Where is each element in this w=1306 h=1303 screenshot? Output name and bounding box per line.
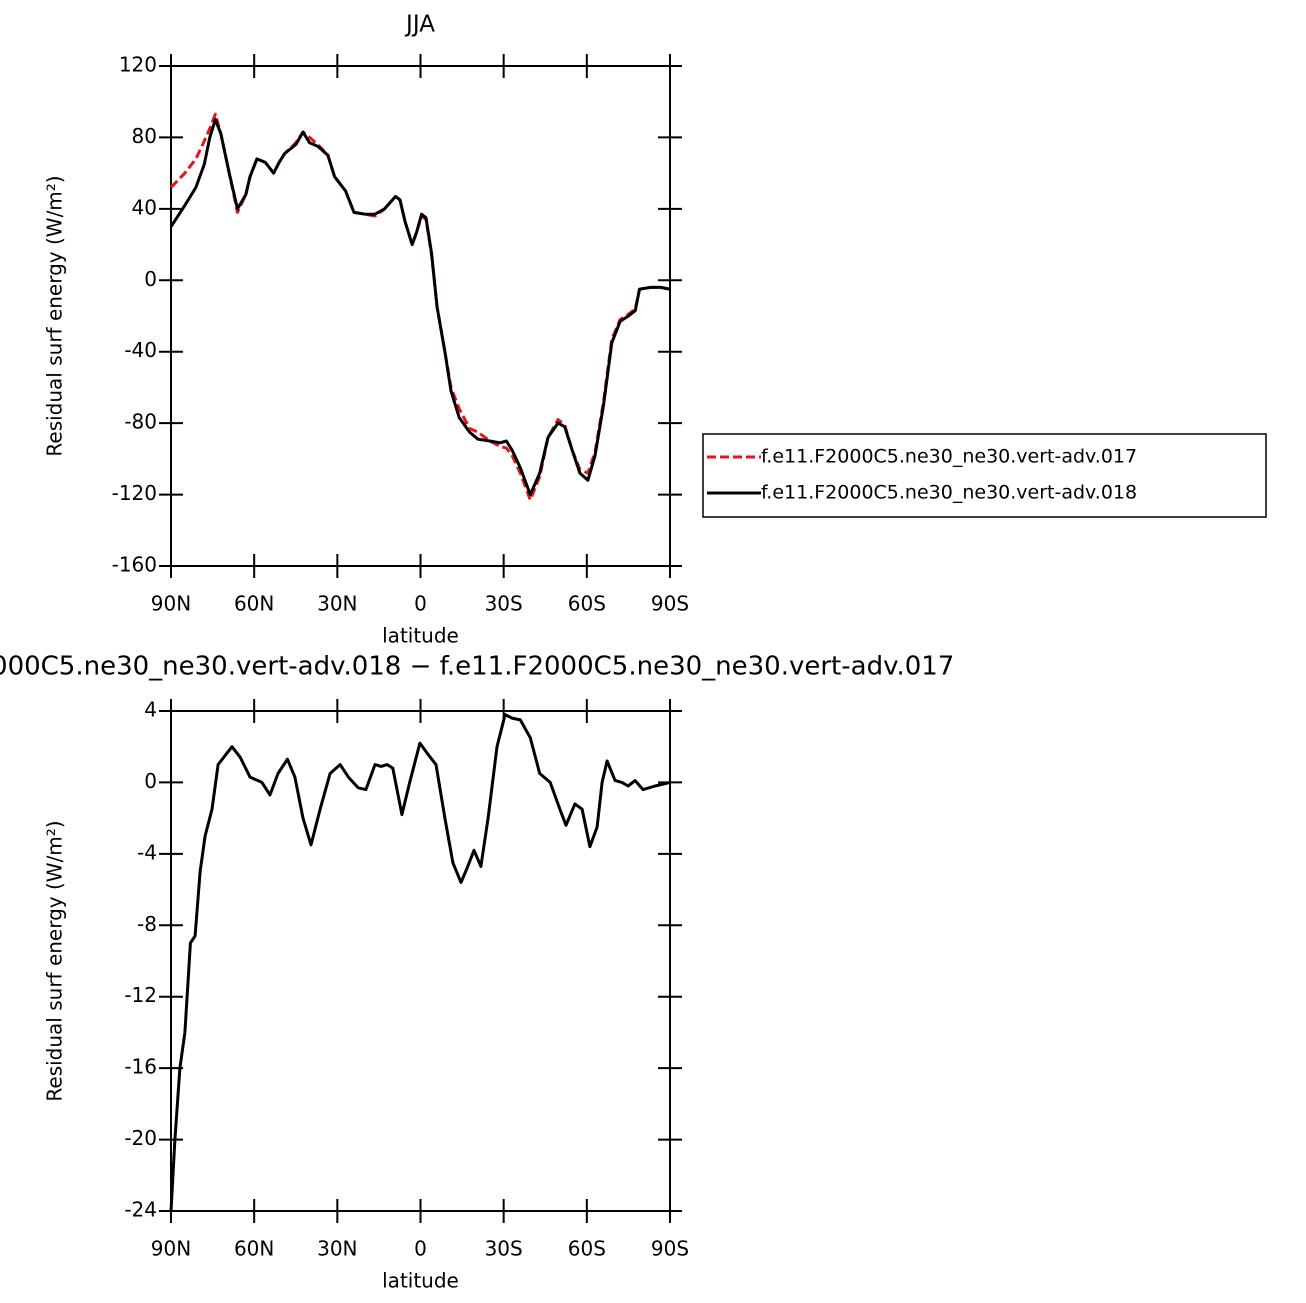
- plot-frame: [170, 710, 671, 1212]
- data-line: [169, 118, 671, 497]
- y-tick-label: -120: [112, 481, 157, 505]
- x-tick-label: 60N: [234, 1237, 274, 1261]
- x-tick-label: 30N: [317, 1237, 357, 1261]
- plot-frame: [170, 65, 671, 567]
- y-tick-label: -20: [124, 1126, 157, 1150]
- y-tick-label: 80: [132, 124, 157, 148]
- x-tick-label: 60S: [568, 1237, 606, 1261]
- y-tick-label: 4: [144, 698, 157, 722]
- chart-title: JJA: [404, 12, 435, 38]
- y-tick-label: -8: [137, 912, 157, 936]
- x-tick-label: 90S: [651, 592, 689, 616]
- y-axis-label: Residual surf energy (W/m²): [43, 820, 67, 1101]
- legend-label: f.e11.F2000C5.ne30_ne30.vert-adv.018: [761, 482, 1137, 504]
- y-tick-label: -12: [124, 983, 157, 1007]
- x-axis-label: latitude: [382, 1269, 459, 1293]
- x-tick-label: 60S: [568, 592, 606, 616]
- x-tick-label: 30N: [317, 592, 357, 616]
- x-axis-label: latitude: [382, 624, 459, 648]
- y-tick-label: 0: [144, 769, 157, 793]
- y-tick-label: -16: [124, 1055, 157, 1079]
- data-line: [169, 112, 671, 502]
- x-tick-label: 30S: [485, 592, 523, 616]
- y-tick-label: -160: [112, 553, 157, 577]
- y-tick-label: 120: [119, 53, 157, 77]
- legend-label: f.e11.F2000C5.ne30_ne30.vert-adv.017: [761, 446, 1137, 468]
- x-tick-label: 0: [414, 1237, 427, 1261]
- x-tick-label: 90S: [651, 1237, 689, 1261]
- x-tick-label: 90N: [151, 592, 191, 616]
- x-tick-label: 30S: [485, 1237, 523, 1261]
- x-tick-label: 60N: [234, 592, 274, 616]
- data-line: [169, 713, 671, 1212]
- y-tick-label: 0: [144, 267, 157, 291]
- y-tick-label: -80: [124, 410, 157, 434]
- y-tick-label: 40: [132, 195, 157, 219]
- x-tick-label: 0: [414, 592, 427, 616]
- x-tick-label: 90N: [151, 1237, 191, 1261]
- y-tick-label: -24: [124, 1198, 157, 1222]
- y-tick-label: -4: [137, 840, 157, 864]
- y-tick-label: -40: [124, 338, 157, 362]
- legend-box: [702, 433, 1267, 518]
- chart-title: f.e11.F2000C5.ne30_ne30.vert-adv.018 − f…: [0, 652, 954, 682]
- y-axis-label: Residual surf energy (W/m²): [43, 175, 67, 456]
